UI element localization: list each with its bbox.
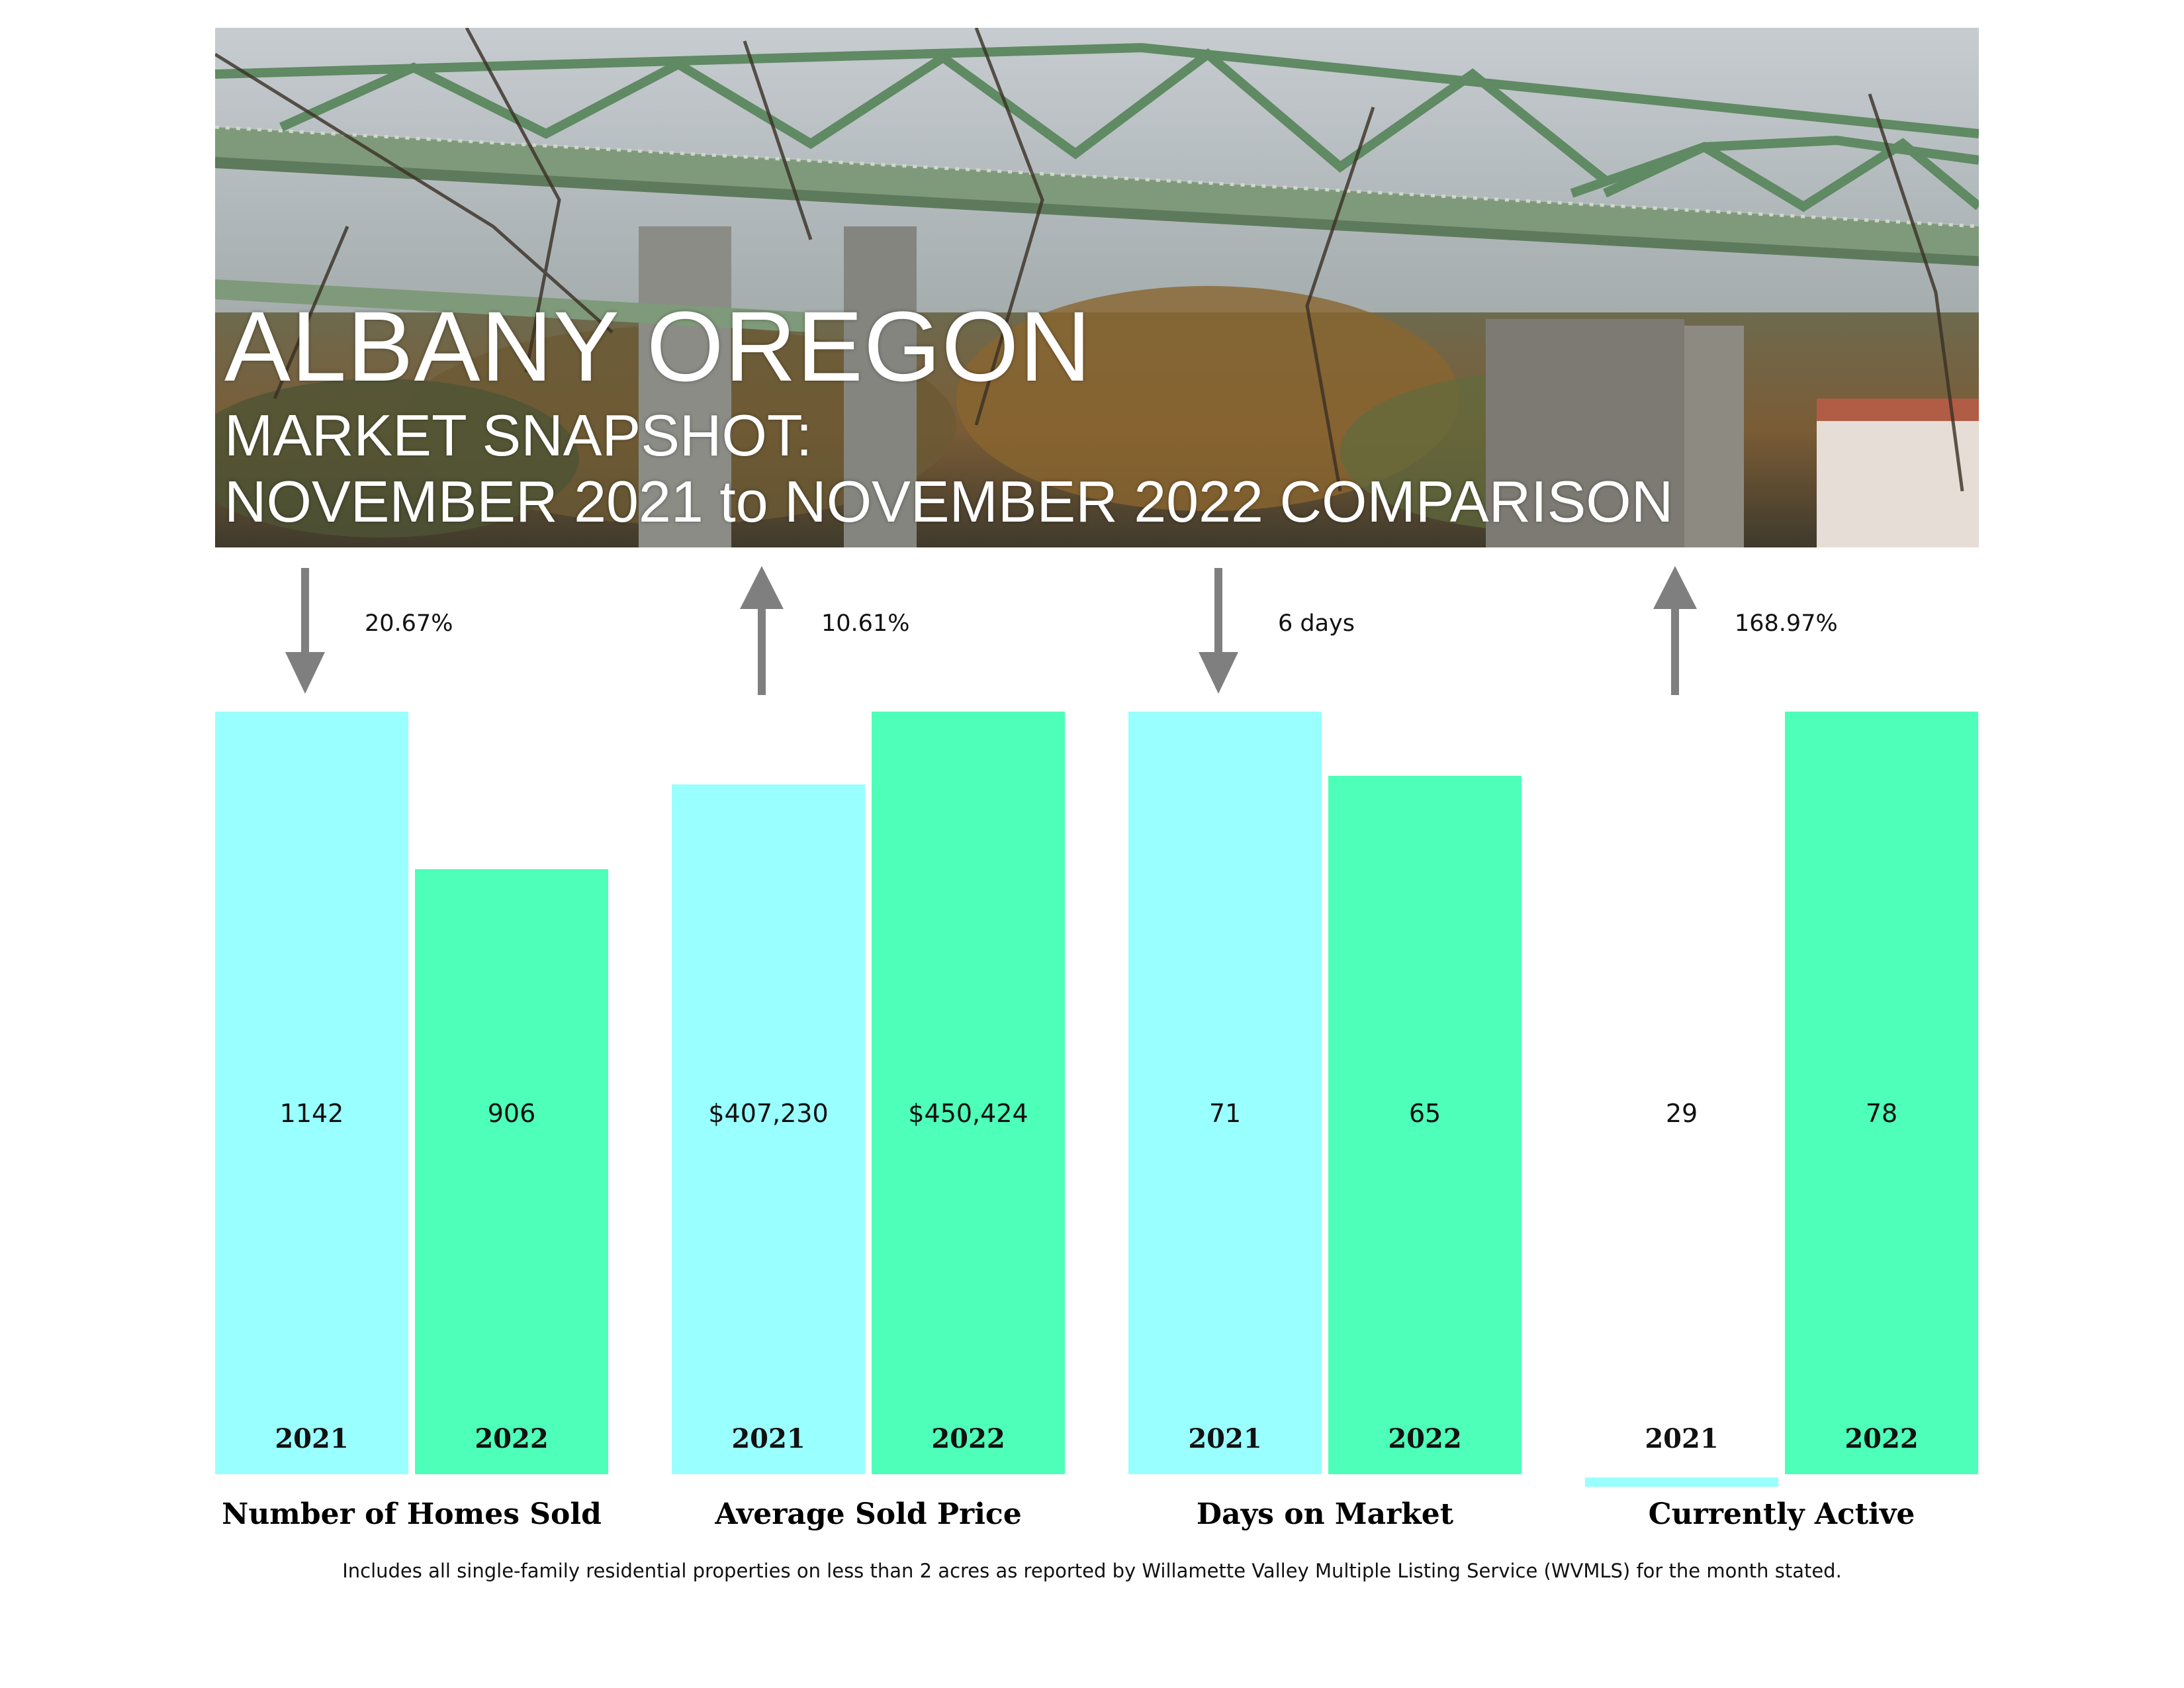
- year-label: 2022: [475, 1423, 549, 1454]
- bar-2021-0: [215, 712, 408, 1474]
- change-label: 20.67%: [365, 610, 453, 637]
- bridge-photo: [215, 28, 1979, 547]
- group-label: Days on Market: [1196, 1497, 1454, 1531]
- value-label: 65: [1408, 1099, 1441, 1128]
- year-label: 2022: [1844, 1423, 1919, 1454]
- value-label: 906: [487, 1099, 536, 1128]
- subtitle-line-1: MARKET SNAPSHOT:: [224, 402, 813, 468]
- arrow-up-icon: [1653, 566, 1697, 695]
- year-label: 2021: [1645, 1423, 1719, 1454]
- value-label: 71: [1208, 1099, 1242, 1128]
- group-label: Average Sold Price: [715, 1497, 1022, 1531]
- arrow-down-icon: [1199, 568, 1238, 694]
- change-label: 6 days: [1278, 610, 1355, 637]
- value-label: $450,424: [908, 1099, 1028, 1128]
- page-title: ALBANY OREGON: [224, 291, 1092, 402]
- header-banner: ALBANY OREGON MARKET SNAPSHOT: NOVEMBER …: [215, 28, 1979, 547]
- value-label: $407,230: [708, 1099, 829, 1128]
- value-label: 1142: [279, 1099, 344, 1128]
- subtitle-line-2: NOVEMBER 2021 to NOVEMBER 2022 COMPARISO…: [224, 469, 1674, 534]
- change-label: 10.61%: [821, 610, 910, 637]
- year-label: 2021: [1188, 1423, 1262, 1454]
- value-label: 29: [1665, 1099, 1698, 1128]
- bar-2022-2: [1328, 776, 1522, 1474]
- year-label: 2022: [931, 1423, 1005, 1454]
- footnote: Includes all single-family residential p…: [342, 1560, 1842, 1582]
- bar-2021-2: [1128, 712, 1322, 1474]
- bar-2022-0: [415, 869, 608, 1474]
- group-label: Number of Homes Sold: [222, 1497, 602, 1531]
- year-label: 2022: [1388, 1423, 1462, 1454]
- year-label: 2021: [731, 1423, 805, 1454]
- arrow-down-icon: [285, 568, 325, 694]
- bar-2021-1: [672, 784, 865, 1474]
- arrow-up-icon: [740, 566, 784, 695]
- change-arrows: [285, 566, 1697, 695]
- value-label: 78: [1865, 1099, 1898, 1128]
- bar-2022-1: [872, 712, 1065, 1474]
- year-label: 2021: [275, 1423, 349, 1454]
- group-label: Currently Active: [1648, 1497, 1915, 1531]
- bar-2022-3: [1785, 712, 1978, 1474]
- bar-2021-3: [1585, 1477, 1778, 1487]
- change-label: 168.97%: [1735, 610, 1838, 637]
